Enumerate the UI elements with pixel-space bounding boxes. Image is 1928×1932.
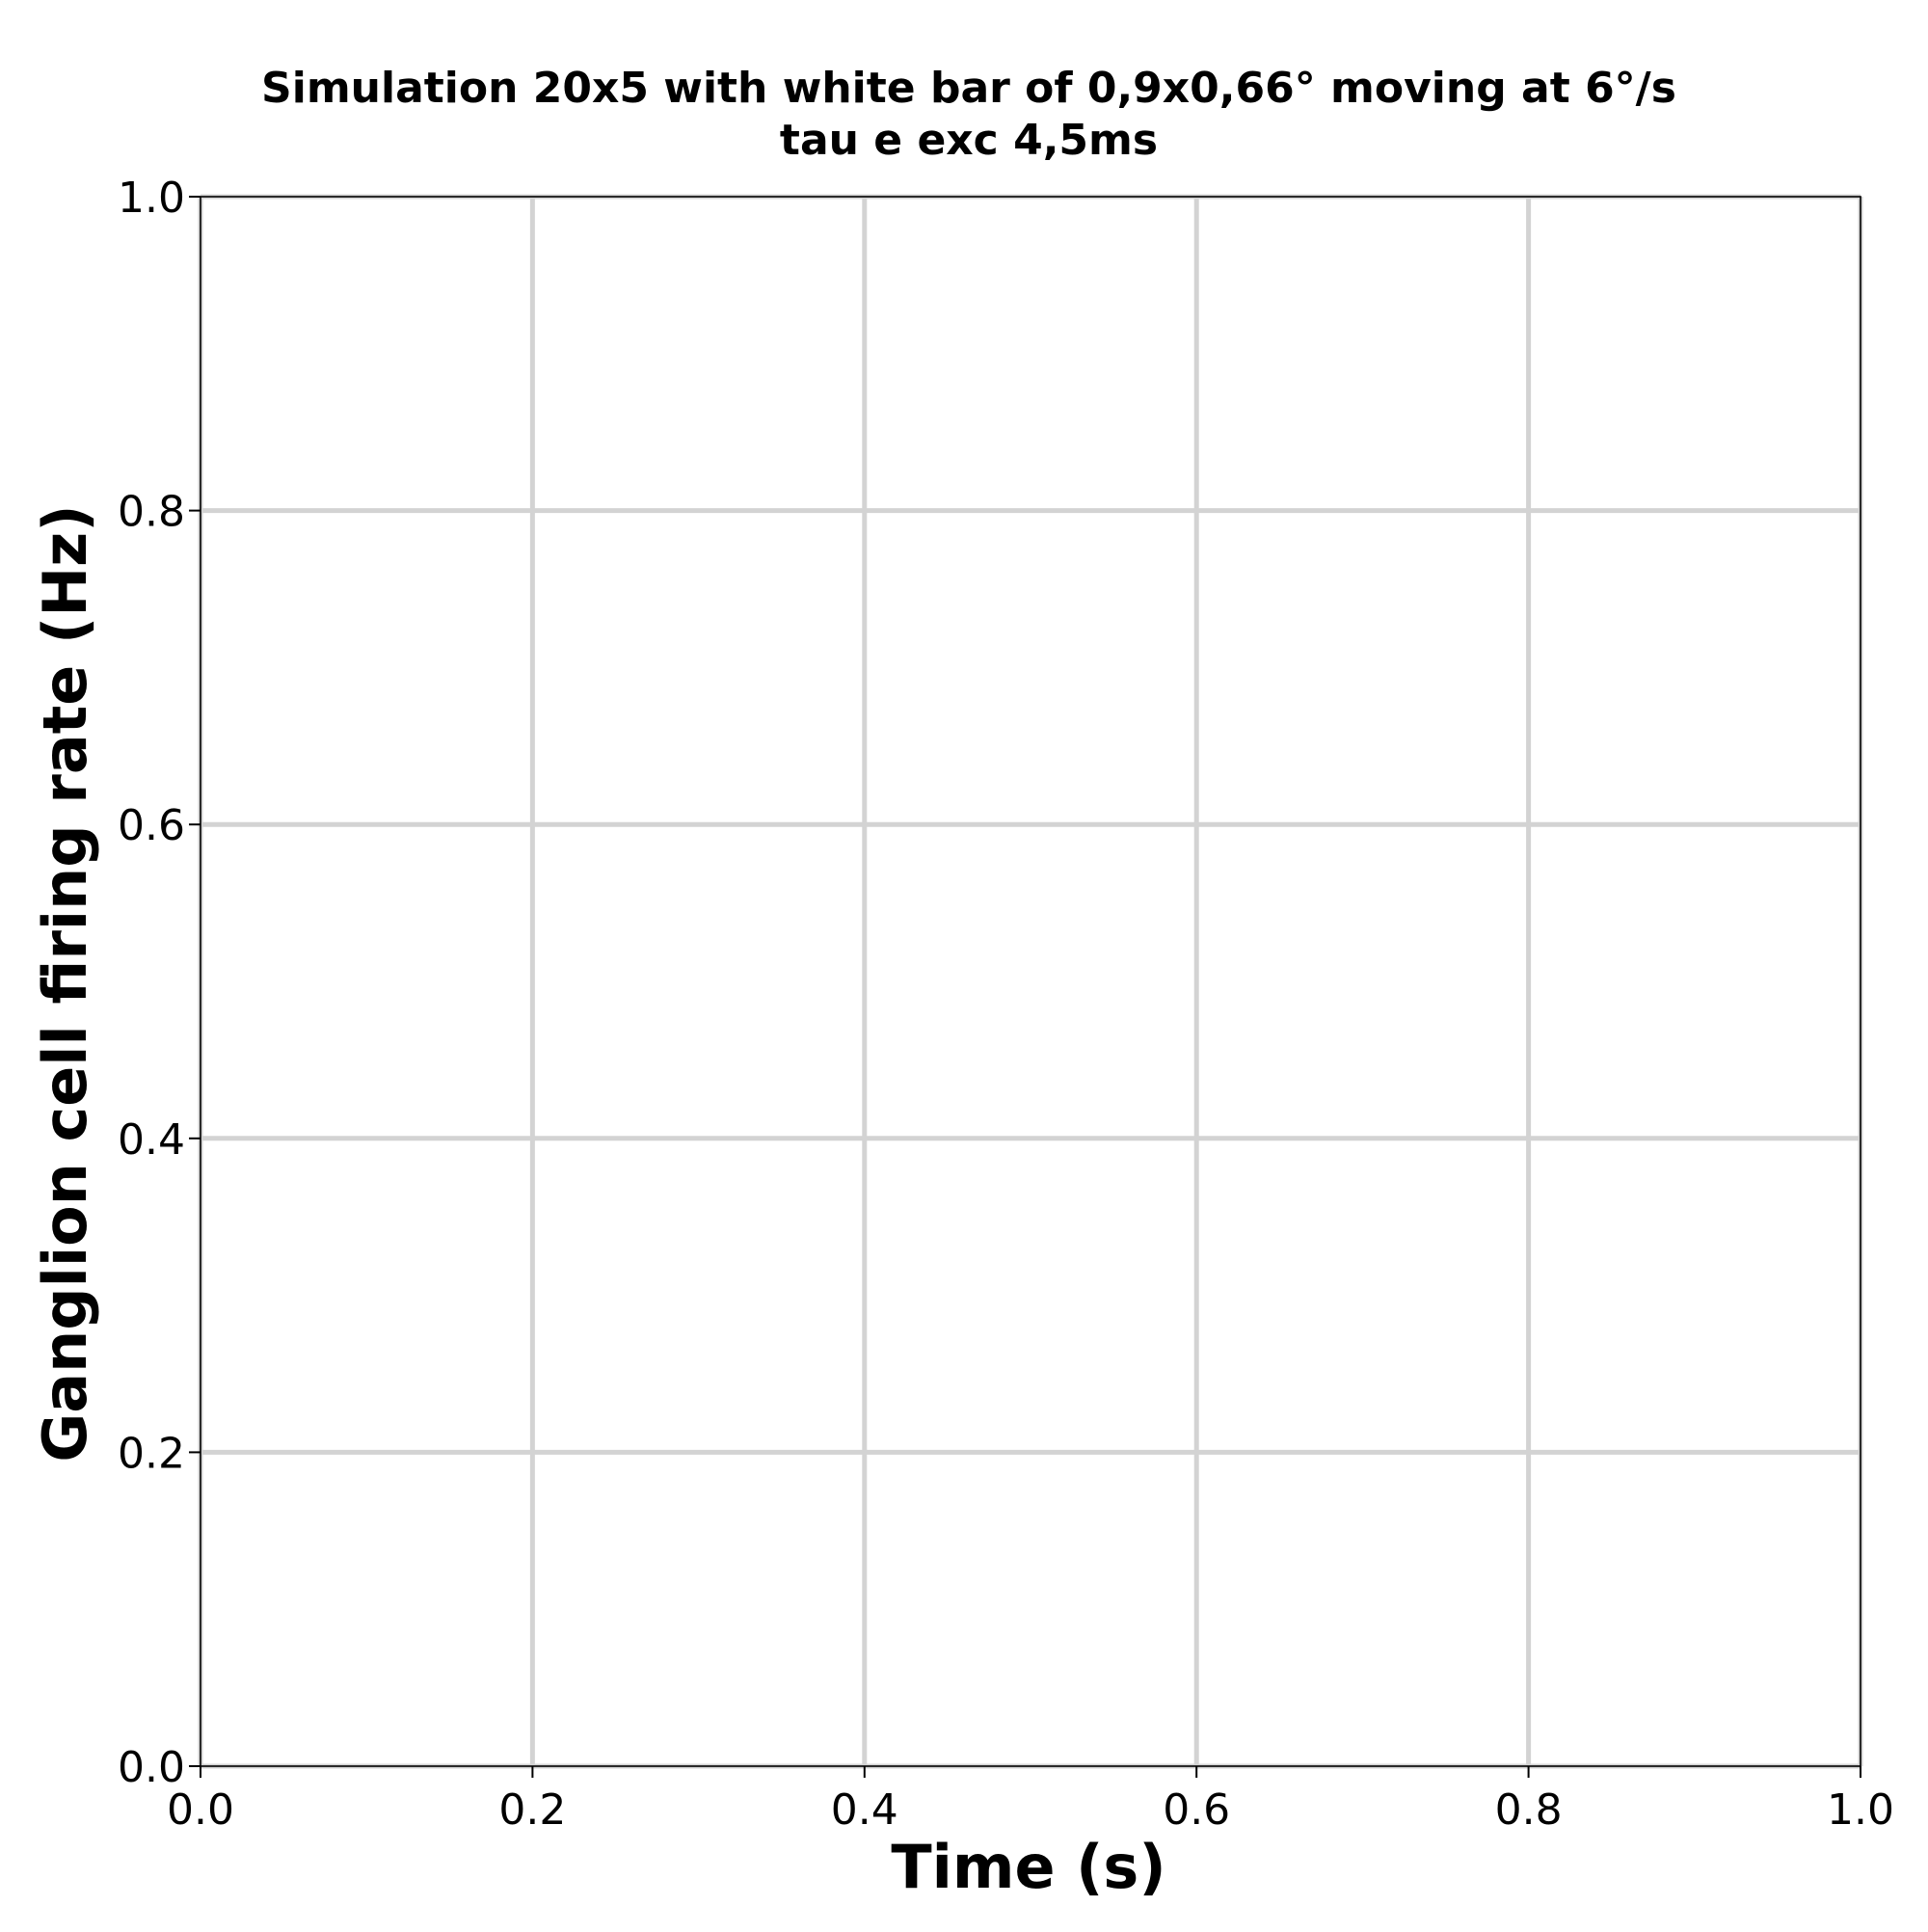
y-axis-label: Ganglion cell firing rate (Hz) bbox=[30, 504, 100, 1462]
chart-subtitle: tau e exc 4,5ms bbox=[780, 116, 1158, 165]
y-tick-label: 0.4 bbox=[118, 1115, 185, 1165]
y-tick-label: 0.6 bbox=[118, 801, 185, 850]
y-tick-label: 0.0 bbox=[118, 1743, 185, 1792]
y-tick-label: 0.2 bbox=[118, 1429, 185, 1478]
chart-title: Simulation 20x5 with white bar of 0,9x0,… bbox=[261, 64, 1676, 113]
plot-frame bbox=[200, 196, 1861, 1767]
x-tick-label: 1.0 bbox=[1827, 1785, 1894, 1835]
axis-ticks: 0.0 0.2 0.4 0.6 0.8 1.0 0.0 0.2 0.4 0.6 0.8 1.0 bbox=[118, 174, 1894, 1835]
x-tick-label: 0.2 bbox=[498, 1785, 566, 1835]
x-tick-label: 0.6 bbox=[1163, 1785, 1230, 1835]
x-tick-label: 0.8 bbox=[1495, 1785, 1563, 1835]
x-tick-label: 0.4 bbox=[831, 1785, 898, 1835]
y-tick-label: 0.8 bbox=[118, 488, 185, 537]
x-tick-label: 0.0 bbox=[167, 1785, 234, 1835]
y-tick-label: 1.0 bbox=[118, 174, 185, 223]
x-axis-label: Time (s) bbox=[891, 1832, 1165, 1902]
